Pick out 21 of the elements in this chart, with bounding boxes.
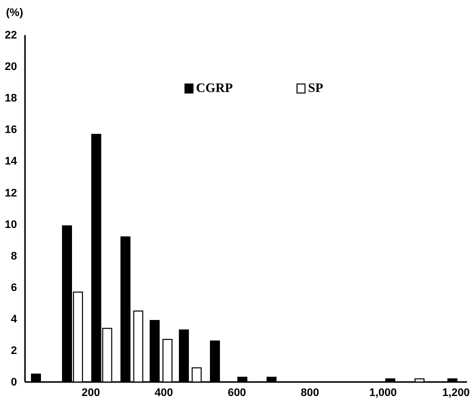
y-tick-label: 16 (4, 124, 17, 136)
y-tick-label: 22 (4, 30, 17, 42)
y-tick-label: 18 (4, 92, 17, 105)
x-tick-label: 600 (228, 386, 246, 399)
y-tick-label: 0 (10, 376, 17, 389)
y-tick-label: 10 (4, 218, 17, 231)
legend-label: CGRP (196, 80, 233, 95)
x-tick-label: 200 (82, 386, 100, 399)
y-tick-label: 20 (4, 61, 17, 74)
y-tick-label: 12 (4, 187, 17, 200)
y-tick-label: 8 (10, 250, 17, 262)
y-tick-label: 14 (4, 156, 18, 168)
legend-label: SP (308, 80, 324, 95)
y-tick-label: 2 (10, 344, 17, 357)
y-axis-title: (%) (6, 7, 24, 19)
y-tick-label: 6 (10, 282, 17, 294)
x-tick-label: 800 (300, 386, 320, 399)
x-tick-label: 1,000 (369, 386, 397, 399)
y-tick-label: 4 (10, 313, 18, 326)
x-tick-label: 1,200 (442, 386, 470, 399)
x-tick-label: 400 (154, 386, 173, 399)
